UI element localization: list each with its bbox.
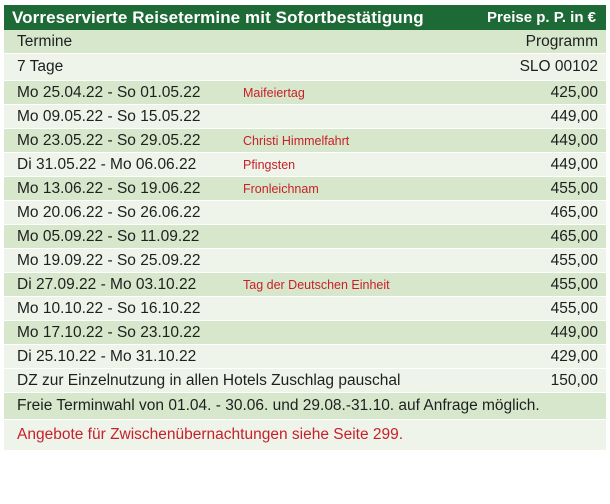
table-row: Mo 17.10.22 - So 23.10.22 449,00: [4, 321, 606, 345]
travel-dates: Mo 10.10.22 - So 16.10.22: [17, 299, 201, 317]
table-row: Mo 19.09.22 - So 25.09.22 455,00: [4, 249, 606, 273]
row-price: 425,00: [550, 83, 598, 101]
row-price: 465,00: [550, 203, 598, 221]
table-row: Mo 10.10.22 - So 16.10.22 455,00: [4, 297, 606, 321]
table-row: Mo 20.06.22 - So 26.06.22 465,00: [4, 201, 606, 225]
travel-dates: Mo 25.04.22 - So 01.05.22: [17, 83, 201, 101]
row-price: 455,00: [550, 251, 598, 269]
table-row: Di 25.10.22 - Mo 31.10.22 429,00: [4, 345, 606, 369]
holiday-note: Christi Himmelfahrt: [243, 133, 350, 148]
row-price: 449,00: [550, 107, 598, 125]
table-row: Di 27.09.22 - Mo 03.10.22 Tag der Deutsch…: [4, 273, 606, 297]
row-price: 429,00: [550, 347, 598, 365]
row-price: 455,00: [550, 299, 598, 317]
date-rows: Mo 25.04.22 - So 01.05.22 Maifeiertag 425,…: [4, 81, 606, 369]
row-price: 449,00: [550, 323, 598, 341]
travel-dates: Di 31.05.22 - Mo 06.06.22: [17, 155, 197, 173]
travel-dates: Mo 23.05.22 - So 29.05.22: [17, 131, 201, 149]
program-code: SLO 00102: [519, 58, 598, 75]
surcharge-price: 150,00: [550, 371, 598, 389]
row-price: 455,00: [550, 275, 598, 293]
free-choice-row: Freie Terminwahl von 01.04. - 30.06. und…: [4, 393, 606, 420]
table-row: Mo 25.04.22 - So 01.05.22 Maifeiertag 425,…: [4, 81, 606, 105]
travel-dates: Mo 13.06.22 - So 19.06.22: [17, 179, 201, 197]
program-duration: 7 Tage: [17, 58, 64, 75]
table-row: Mo 13.06.22 - So 19.06.22 Fronleichnam 455…: [4, 177, 606, 201]
column-termine: Termine: [17, 32, 73, 50]
table-title: Vorreservierte Reisetermine mit Sofortbe…: [12, 7, 424, 27]
travel-dates: Di 25.10.22 - Mo 31.10.22: [17, 347, 197, 365]
price-note: Preise p. P. in €: [487, 9, 596, 26]
offer-note: Angebote für Zwischenübernachtungen sieh…: [4, 420, 606, 450]
row-price: 455,00: [550, 179, 598, 197]
row-price: 449,00: [550, 155, 598, 173]
travel-dates: Mo 19.09.22 - So 25.09.22: [17, 251, 201, 269]
surcharge-text: DZ zur Einzelnutzung in allen Hotels Zus…: [17, 371, 401, 389]
free-choice-text: Freie Terminwahl von 01.04. - 30.06. und…: [17, 397, 540, 414]
program-row: 7 Tage SLO 00102: [4, 54, 606, 81]
table-row: Mo 05.09.22 - So 11.09.22 465,00: [4, 225, 606, 249]
column-programm: Programm: [525, 32, 598, 50]
row-price: 449,00: [550, 131, 598, 149]
price-table: Vorreservierte Reisetermine mit Sofortbe…: [4, 5, 606, 450]
table-row: Mo 23.05.22 - So 29.05.22 Christi Himmelf…: [4, 129, 606, 153]
travel-dates: Mo 20.06.22 - So 26.06.22: [17, 203, 201, 221]
travel-dates: Mo 17.10.22 - So 23.10.22: [17, 323, 201, 341]
holiday-note: Pfingsten: [243, 157, 296, 172]
column-header-row: Termine Programm: [4, 30, 606, 54]
travel-dates: Mo 05.09.22 - So 11.09.22: [17, 227, 200, 245]
holiday-note: Tag der Deutschen Einheit: [243, 277, 390, 292]
travel-dates: Di 27.09.22 - Mo 03.10.22: [17, 275, 197, 293]
surcharge-row: DZ zur Einzelnutzung in allen Hotels Zus…: [4, 369, 606, 393]
holiday-note: Maifeiertag: [243, 85, 305, 100]
travel-dates: Mo 09.05.22 - So 15.05.22: [17, 107, 201, 125]
table-row: Di 31.05.22 - Mo 06.06.22 Pfingsten 449,00: [4, 153, 606, 177]
holiday-note: Fronleichnam: [243, 181, 319, 196]
table-row: Mo 09.05.22 - So 15.05.22 449,00: [4, 105, 606, 129]
row-price: 465,00: [550, 227, 598, 245]
table-header: Vorreservierte Reisetermine mit Sofortbe…: [4, 5, 606, 30]
